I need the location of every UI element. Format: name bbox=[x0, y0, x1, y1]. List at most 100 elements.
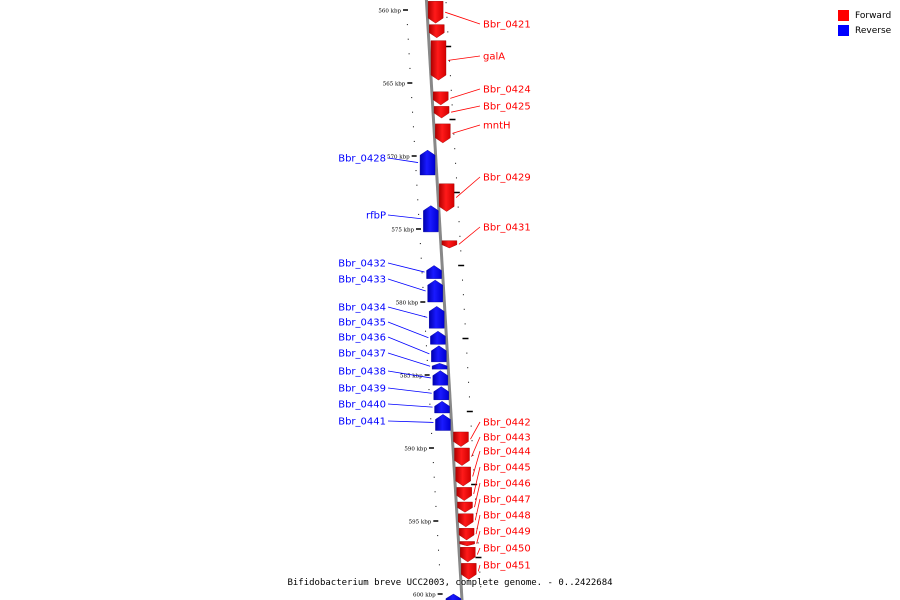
gene-label: Bbr_0425 bbox=[483, 102, 531, 113]
scale-tick-label: 585 kbp bbox=[400, 374, 423, 380]
gene-arrow-rfbp[interactable] bbox=[423, 205, 439, 233]
gene-label: Bbr_0434 bbox=[338, 303, 386, 314]
gene-leader-line bbox=[387, 321, 429, 339]
gene-arrow-bbr_0435[interactable] bbox=[430, 330, 446, 345]
gene-arrow-unnamed-1[interactable] bbox=[429, 24, 445, 38]
gene-arrow-bbr_0443[interactable] bbox=[454, 447, 470, 466]
gene-label: Bbr_0432 bbox=[338, 259, 386, 270]
gene-leader-line bbox=[473, 466, 481, 495]
gene-leader-line bbox=[387, 278, 426, 292]
gene-label: Bbr_0439 bbox=[338, 384, 386, 395]
gene-arrow-bbr_0428[interactable] bbox=[419, 149, 436, 176]
legend-reverse-label: Reverse bbox=[855, 25, 892, 36]
gene-leader-line bbox=[476, 530, 481, 544]
gene-label: Bbr_0442 bbox=[483, 418, 531, 429]
gene-label: Bbr_0433 bbox=[338, 275, 386, 286]
gene-label: mntH bbox=[483, 121, 511, 132]
gene-arrow-bbr_0450[interactable] bbox=[460, 547, 476, 563]
gene-leader-line bbox=[452, 124, 481, 134]
gene-arrow-bbr_0439[interactable] bbox=[433, 386, 449, 401]
gene-arrow-bbr_0446[interactable] bbox=[457, 501, 473, 513]
gene-arrow-gala[interactable] bbox=[430, 40, 447, 81]
gene-leader-line bbox=[472, 450, 481, 477]
gene-label: Bbr_0437 bbox=[338, 349, 386, 360]
gene-leader-line bbox=[471, 436, 481, 457]
gene-arrow-bbr_0451[interactable] bbox=[461, 563, 477, 580]
genome-caption: Bifidobacterium breve UCC2003, complete … bbox=[287, 578, 613, 588]
scale-tick-label: 575 kbp bbox=[391, 228, 414, 234]
gene-leader-line bbox=[476, 547, 481, 555]
gene-arrow-bbr_0436[interactable] bbox=[431, 345, 447, 363]
gene-arrow-bbr_0445[interactable] bbox=[456, 487, 472, 501]
gene-leader-line bbox=[450, 88, 481, 99]
gene-arrow-bbr_0433[interactable] bbox=[427, 279, 443, 303]
gene-label: Bbr_0440 bbox=[338, 400, 386, 411]
gene-leader-line bbox=[387, 403, 433, 408]
gene-arrow-bbr_0448[interactable] bbox=[458, 528, 475, 541]
gene-label: Bbr_0428 bbox=[338, 154, 386, 165]
scale-tick-label: 570 kbp bbox=[387, 155, 410, 161]
gene-label: Bbr_0441 bbox=[338, 417, 386, 428]
gene-arrow-bbr_0438[interactable] bbox=[432, 370, 449, 386]
gene-label: Bbr_0448 bbox=[483, 511, 531, 522]
legend-forward-label: Forward bbox=[855, 10, 892, 21]
gene-label: Bbr_0438 bbox=[338, 367, 386, 378]
forward-swatch bbox=[838, 10, 849, 21]
gene-arrow-bbr_0440[interactable] bbox=[434, 401, 450, 414]
gene-label: Bbr_0421 bbox=[483, 20, 531, 31]
gene-arrow-bbr_0447[interactable] bbox=[458, 513, 474, 528]
scale-tick-label: 580 kbp bbox=[396, 301, 419, 307]
gene-arrow-bbr_0444[interactable] bbox=[455, 466, 471, 487]
gene-leader-line bbox=[470, 421, 481, 440]
gene-leader-line bbox=[387, 336, 430, 355]
scale-tick-label: 600 kbp bbox=[413, 593, 436, 599]
gene-label: galA bbox=[483, 52, 505, 63]
gene-leader-line bbox=[387, 214, 422, 220]
gene-leader-line bbox=[387, 387, 432, 394]
gene-leader-line bbox=[387, 352, 431, 367]
gene-leader-line bbox=[447, 55, 481, 61]
genome-backbone bbox=[424, 0, 464, 600]
gene-arrow-bbr_0442[interactable] bbox=[453, 431, 469, 447]
gene-arrow-bbr_0449[interactable] bbox=[459, 541, 475, 547]
gene-leader-line bbox=[387, 420, 434, 423]
gene-leader-line bbox=[445, 11, 481, 25]
gene-arrow-bbr_0432[interactable] bbox=[426, 265, 442, 279]
gene-arrow-bbr_0429[interactable] bbox=[438, 183, 455, 212]
gene-label: Bbr_0450 bbox=[483, 544, 531, 555]
gene-arrow-bbr_0424[interactable] bbox=[433, 91, 449, 106]
scale-tick-label: 590 kbp bbox=[404, 447, 427, 453]
gene-label: Bbr_0449 bbox=[483, 527, 531, 538]
gene-label: Bbr_0451 bbox=[483, 561, 531, 572]
gene-arrow-bbr_0434[interactable] bbox=[429, 306, 445, 329]
gene-label: Bbr_0447 bbox=[483, 495, 531, 506]
legend: Forward Reverse bbox=[838, 8, 891, 38]
gene-arrow-bbr_0425[interactable] bbox=[433, 106, 450, 119]
gene-track: Bbr_0421 galA Bbr_0424 Bbr_0425 mntH Bbr_0428… bbox=[338, 1, 531, 600]
gene-label: Bbr_0424 bbox=[483, 85, 531, 96]
gene-arrow-bbr_0441[interactable] bbox=[435, 414, 451, 431]
gene-label: Bbr_0431 bbox=[483, 223, 531, 234]
gene-leader-line bbox=[474, 498, 481, 521]
gene-arrow-mnth[interactable] bbox=[435, 123, 451, 144]
gene-leader-line bbox=[450, 105, 481, 113]
gene-arrow-bbr_0431[interactable] bbox=[441, 240, 458, 249]
gene-label: Bbr_0445 bbox=[483, 463, 531, 474]
gene-leader-line bbox=[387, 370, 431, 379]
legend-reverse: Reverse bbox=[838, 23, 891, 38]
gene-leader-line bbox=[474, 482, 481, 508]
gene-leader-line bbox=[455, 176, 481, 198]
gene-leader-line bbox=[387, 306, 428, 318]
gene-label: Bbr_0443 bbox=[483, 433, 531, 444]
reverse-swatch bbox=[838, 25, 849, 36]
gene-label: Bbr_0435 bbox=[338, 318, 386, 329]
gene-arrow-bbr_0437[interactable] bbox=[431, 363, 448, 370]
gene-arrow-bbr_0421[interactable] bbox=[427, 1, 444, 24]
gene-leader-line bbox=[387, 262, 425, 273]
gene-leader-line bbox=[477, 564, 481, 572]
scale-tick-label: 560 kbp bbox=[378, 9, 401, 15]
gene-label: rfbP bbox=[366, 211, 386, 222]
gene-label: Bbr_0444 bbox=[483, 447, 531, 458]
gene-arrow-unnamed-30[interactable] bbox=[445, 593, 462, 600]
